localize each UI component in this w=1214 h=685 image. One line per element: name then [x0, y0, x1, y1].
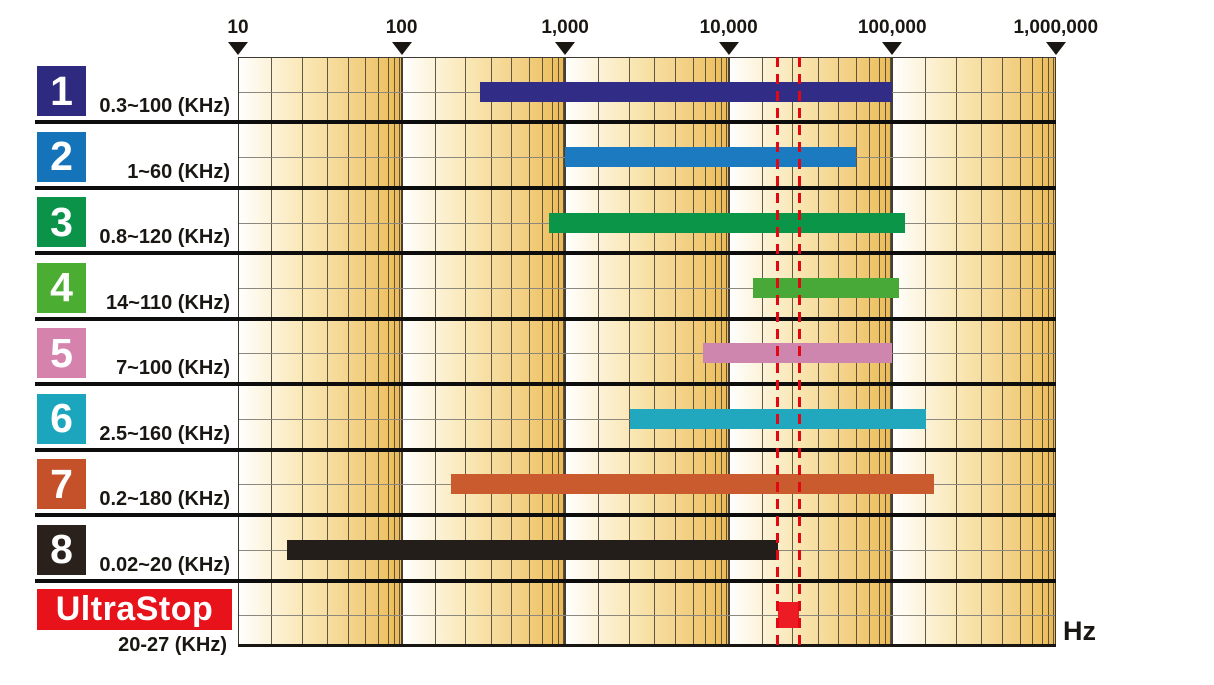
legend-chip-2: 2 — [37, 131, 86, 182]
marker-dashed-line-right — [797, 57, 801, 646]
row-mid-line — [238, 615, 1056, 617]
minor-gridline — [528, 57, 530, 646]
minor-gridline — [654, 57, 656, 646]
decade-gridline — [891, 57, 894, 646]
minor-gridline — [399, 57, 401, 646]
minor-gridline — [465, 57, 467, 646]
legend-chip-7: 7 — [37, 459, 86, 510]
legend-chip-number-5: 5 — [50, 329, 73, 376]
grid-bottom-edge — [238, 644, 1056, 647]
row-divider — [35, 578, 1056, 583]
minor-gridline — [377, 57, 379, 646]
x-tick-marker — [1045, 42, 1066, 55]
row-divider — [35, 513, 1056, 518]
x-axis-unit-label: Hz — [1063, 616, 1096, 646]
row-divider — [35, 120, 1056, 125]
ultrastop-banner: UltraStop — [37, 589, 232, 630]
minor-gridline — [598, 57, 600, 646]
row-divider — [35, 185, 1056, 190]
minor-gridline — [541, 57, 543, 646]
row-mid-line — [238, 288, 1056, 290]
minor-gridline — [1053, 57, 1055, 646]
minor-gridline — [271, 57, 273, 646]
x-tick-label: 1,000 — [541, 17, 589, 38]
legend-chip-8: 8 — [37, 524, 86, 575]
minor-gridline — [1048, 57, 1050, 646]
x-tick-marker — [391, 42, 412, 55]
minor-gridline — [434, 57, 436, 646]
decade-band — [892, 57, 1056, 646]
decade-gridline — [400, 57, 403, 646]
minor-gridline — [981, 57, 983, 646]
minor-gridline — [925, 57, 927, 646]
minor-gridline — [1019, 57, 1021, 646]
x-tick-label: 100 — [385, 17, 418, 38]
decade-gridline — [564, 57, 567, 646]
legend-chip-3: 3 — [37, 197, 86, 248]
row-divider — [35, 251, 1056, 256]
minor-gridline — [562, 57, 564, 646]
minor-gridline — [1042, 57, 1044, 646]
x-tick-marker — [228, 42, 248, 55]
legend-range-label-7: 0.2~180 (KHz) — [99, 488, 230, 511]
x-tick-marker — [718, 42, 739, 55]
legend-chip-6: 6 — [37, 393, 86, 444]
minor-gridline — [394, 57, 396, 646]
legend-chip-number-2: 2 — [50, 133, 73, 180]
x-tick-label: 10,000 — [699, 17, 758, 38]
range-bar-4 — [752, 278, 899, 299]
legend-range-label-4: 14~110 (KHz) — [106, 291, 230, 314]
minor-gridline — [301, 57, 303, 646]
legend-range-label-6: 2.5~160 (KHz) — [99, 422, 230, 445]
x-tick-marker — [882, 42, 903, 55]
legend-chip-number-7: 7 — [50, 460, 73, 507]
range-bar-3 — [549, 212, 906, 233]
legend-range-label-5: 7~100 (KHz) — [116, 357, 230, 380]
row-divider — [35, 447, 1056, 452]
ultrastop-range-label: 20-27 (KHz) — [118, 634, 227, 656]
row-mid-line — [238, 353, 1056, 355]
legend-chip-number-6: 6 — [50, 395, 73, 442]
row-divider — [35, 316, 1056, 321]
x-tick-label: 1,000,000 — [1013, 17, 1099, 38]
minor-gridline — [490, 57, 492, 646]
minor-gridline — [674, 57, 676, 646]
legend-chip-number-8: 8 — [50, 526, 73, 573]
legend-chip-number-3: 3 — [50, 198, 73, 245]
minor-gridline — [365, 57, 367, 646]
legend-chip-1: 1 — [37, 66, 86, 117]
x-tick-label: 10 — [227, 17, 249, 38]
x-tick-marker — [555, 42, 576, 55]
ultrastop-stop-band-bar — [777, 602, 800, 629]
minor-gridline — [551, 57, 553, 646]
minor-gridline — [692, 57, 694, 646]
minor-gridline — [326, 57, 328, 646]
minor-gridline — [347, 57, 349, 646]
minor-gridline — [1001, 57, 1003, 646]
marker-dashed-line-left — [776, 57, 780, 646]
minor-gridline — [557, 57, 559, 646]
range-bar-8 — [287, 539, 778, 560]
legend-chip-5: 5 — [37, 328, 86, 379]
legend-range-label-8: 0.02~20 (KHz) — [99, 553, 230, 576]
legend-chip-number-1: 1 — [50, 67, 73, 114]
row-divider — [35, 382, 1056, 387]
ultrastop-banner-text: UltraStop — [55, 590, 214, 628]
minor-gridline — [628, 57, 630, 646]
range-bar-2 — [565, 147, 856, 168]
minor-gridline — [1032, 57, 1034, 646]
minor-gridline — [955, 57, 957, 646]
minor-gridline — [511, 57, 513, 646]
range-bar-7 — [450, 474, 934, 495]
range-bar-1 — [479, 81, 893, 102]
legend-chip-4: 4 — [37, 262, 86, 313]
legend-chip-number-4: 4 — [50, 264, 73, 311]
legend-range-label-1: 0.3~100 (KHz) — [99, 95, 230, 118]
legend-range-label-2: 1~60 (KHz) — [127, 160, 230, 183]
legend-range-label-3: 0.8~120 (KHz) — [99, 226, 230, 249]
x-tick-label: 100,000 — [857, 17, 927, 38]
minor-gridline — [387, 57, 389, 646]
